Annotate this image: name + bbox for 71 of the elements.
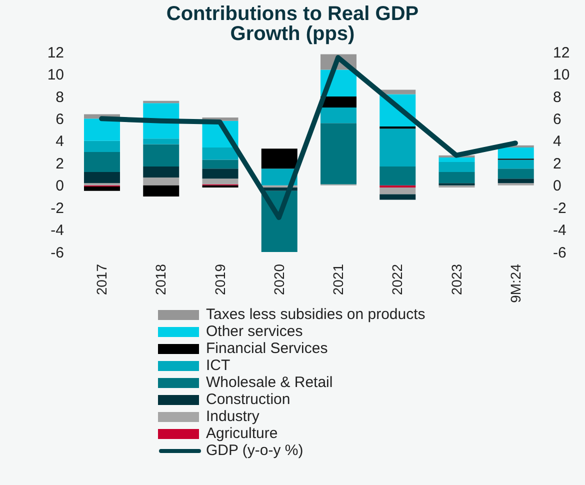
bar [438, 158, 475, 162]
y2-tick-label: 12 [553, 44, 570, 62]
bar [202, 168, 238, 179]
chart-title: Contributions to Real GDP Growth (pps) [165, 2, 420, 45]
x-tick-label: 2022 [389, 264, 406, 296]
bar [498, 168, 534, 179]
x-tick-label: 2017 [94, 264, 110, 296]
y-tick-label: 8 [56, 88, 64, 106]
x-tick-label: 2021 [330, 264, 346, 296]
bar [261, 148, 298, 169]
bar [438, 185, 475, 188]
y-tick-label: 12 [47, 44, 64, 62]
legend-label: Taxes less subsidies on products [206, 306, 426, 323]
y2-tick-label: 8 [553, 88, 562, 106]
y-tick-label: 2 [56, 155, 64, 172]
bar [498, 178, 534, 184]
y-tick-label: -4 [50, 222, 64, 240]
bar [498, 160, 534, 169]
bar [202, 148, 238, 160]
x-tick-label: 9M:24 [507, 264, 524, 303]
bar [84, 152, 120, 172]
bar [84, 140, 120, 152]
bar [143, 100, 180, 104]
legend-label: Financial Services [206, 340, 328, 357]
bar [84, 118, 120, 141]
bar [202, 185, 238, 188]
y-tick-label: 10 [47, 66, 64, 84]
x-tick-label: 2019 [212, 264, 228, 296]
x-tick-label: 2023 [448, 264, 464, 296]
y2-tick-label: -2 [553, 200, 566, 217]
legend-label: ICT [206, 357, 230, 374]
y2-tick-label: 0 [553, 178, 562, 195]
bar [380, 166, 416, 186]
bar [143, 185, 180, 196]
bar [202, 178, 238, 184]
y2-tick-label: 10 [553, 66, 570, 84]
bar [143, 178, 180, 186]
bar [320, 108, 356, 124]
y2-tick-label: -6 [553, 244, 566, 262]
bar [84, 186, 120, 191]
y-tick-label: 6 [56, 110, 64, 128]
legend-label: Agriculture [206, 425, 278, 442]
bar [498, 148, 534, 159]
bar [143, 138, 180, 144]
x-tick-label: 2020 [270, 264, 287, 296]
legend-label: Wholesale & Retail [206, 374, 333, 391]
bar [380, 194, 416, 200]
bar [438, 172, 475, 184]
bar [143, 144, 180, 166]
bar [438, 162, 475, 172]
bar [202, 160, 238, 169]
y-tick-label: -2 [50, 200, 64, 217]
y2-tick-label: 6 [553, 110, 562, 128]
y2-tick-label: -4 [553, 222, 566, 240]
y-tick-label: -6 [50, 244, 64, 262]
y-tick-label: 4 [56, 133, 64, 150]
bar [320, 123, 356, 184]
bar [380, 185, 416, 188]
bar [380, 188, 416, 194]
legend-label: Construction [206, 391, 290, 408]
bar [380, 126, 416, 129]
legend-label: GDP (y-o-y %) [206, 442, 304, 459]
y2-tick-label: 2 [553, 155, 562, 172]
legend-label: Industry [206, 408, 260, 425]
y-tick-label: 0 [56, 178, 64, 195]
bar [380, 128, 416, 166]
bar [84, 172, 120, 184]
bar [143, 166, 180, 178]
y2-tick-label: 4 [553, 133, 562, 150]
legend-label: Other services [206, 323, 303, 340]
x-tick-label: 2018 [152, 264, 169, 296]
